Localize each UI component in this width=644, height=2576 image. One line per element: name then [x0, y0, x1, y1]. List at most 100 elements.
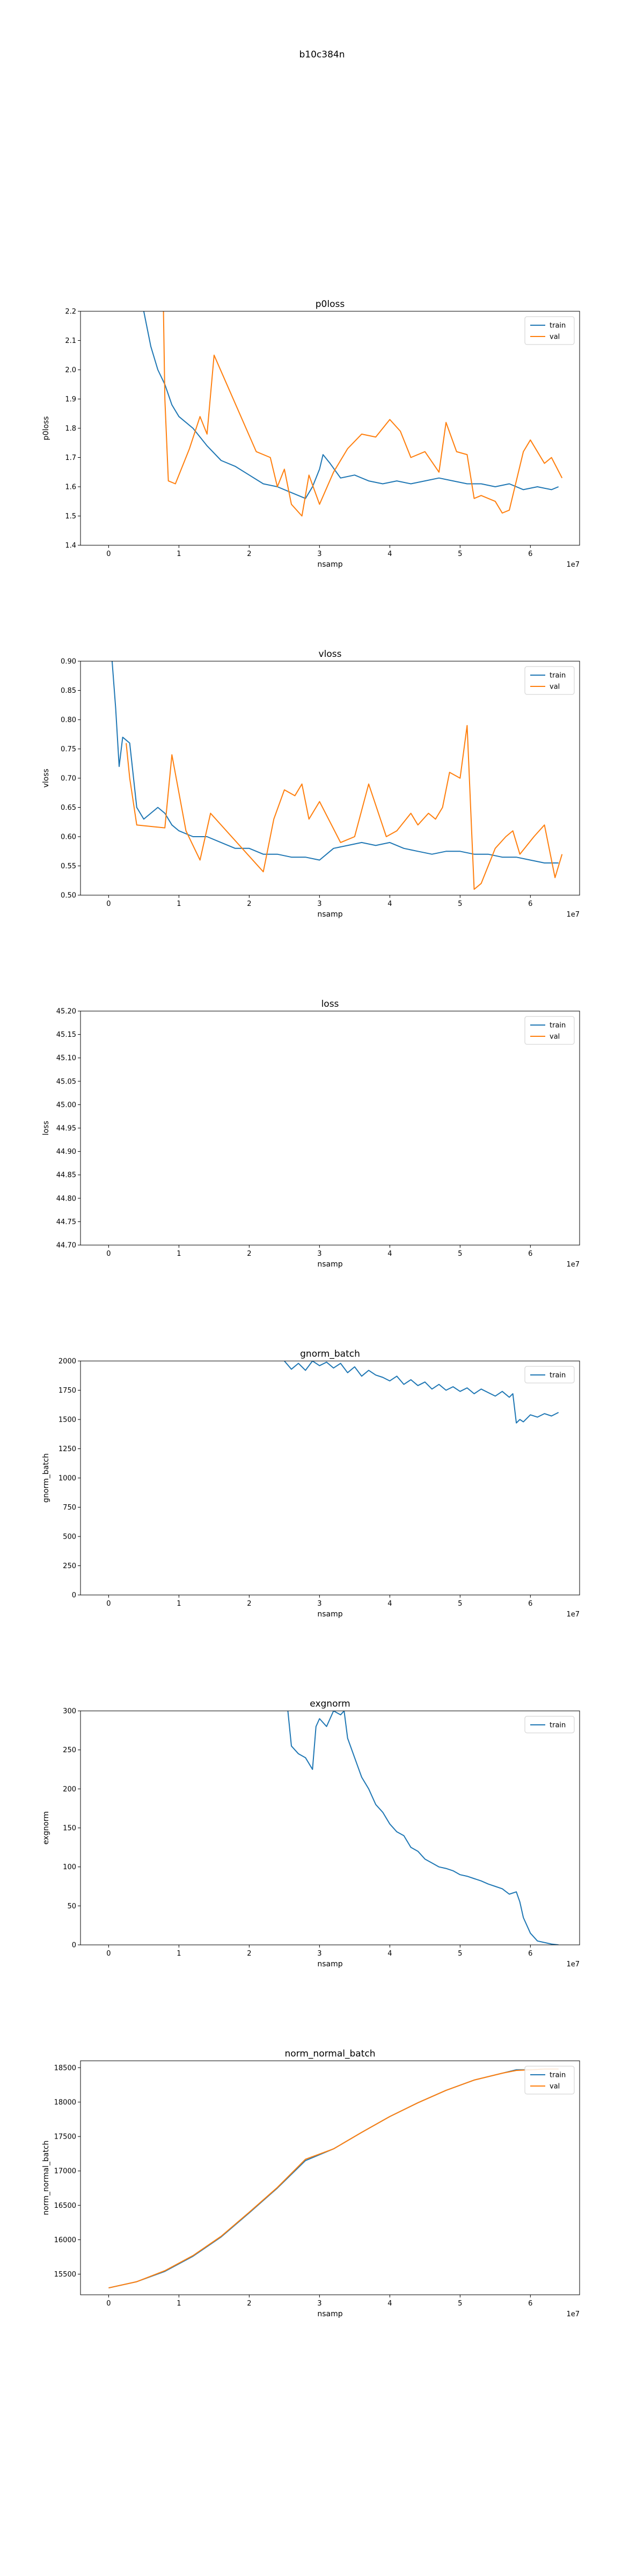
y-tick-label: 45.00 [56, 1101, 76, 1109]
x-tick-label: 5 [458, 2300, 462, 2308]
y-tick-label: 44.70 [56, 1242, 76, 1250]
x-tick-label: 4 [387, 1250, 392, 1258]
x-tick-label: 6 [528, 550, 532, 558]
y-tick-label: 44.75 [56, 1218, 76, 1226]
legend-box [524, 2066, 575, 2095]
series-line-train [108, 2068, 559, 2289]
x-tick-label: 6 [528, 900, 532, 908]
x-tick-label: 2 [247, 1250, 251, 1258]
x-tick-label: 4 [387, 900, 392, 908]
y-axis-label: gnorm_batch [42, 1453, 50, 1503]
plot-frame [80, 1011, 580, 1246]
x-tick-label: 1 [177, 1250, 181, 1258]
y-tick-label: 18000 [54, 2098, 76, 2106]
plot-frame [80, 2060, 580, 2295]
legend: train val [524, 2066, 575, 2095]
chart-title: gnorm_batch [300, 1349, 360, 1359]
legend: train [524, 1366, 575, 1384]
x-axis-offset-label: 1e7 [566, 911, 580, 919]
x-tick-label: 1 [177, 550, 181, 558]
y-tick-label: 1500 [58, 1416, 76, 1424]
y-tick-label: 15500 [54, 2271, 76, 2279]
x-tick-label: 1 [177, 1600, 181, 1608]
y-tick-label: 0 [72, 1592, 76, 1600]
chart-vloss: vloss 0 1 2 3 4 5 6 0.50 0.55 0.60 0.65 0.70 0.75 0.80… [42, 649, 580, 919]
chart-title: exgnorm [310, 1699, 350, 1709]
y-tick-label: 1.8 [65, 425, 76, 433]
legend-label-train: train [550, 2072, 566, 2080]
legend-label-train: train [550, 1372, 566, 1380]
y-tick-label: 50 [67, 1902, 76, 1911]
chart-title: norm_normal_batch [285, 2048, 376, 2059]
series-line-val [126, 724, 563, 890]
y-tick-label: 0.85 [61, 687, 76, 695]
x-tick-label: 1 [177, 2300, 181, 2308]
x-tick-label: 0 [106, 1950, 111, 1958]
x-axis-label: nsamp [317, 1260, 342, 1269]
x-tick-label: 2 [247, 1600, 251, 1608]
y-tick-label: 1750 [58, 1387, 76, 1395]
chart-title: p0loss [316, 299, 345, 310]
x-tick-label: 0 [106, 1250, 111, 1258]
x-tick-label: 1 [177, 900, 181, 908]
y-tick-label: 16500 [54, 2202, 76, 2210]
x-axis-offset-label: 1e7 [566, 2310, 580, 2318]
x-tick-label: 1 [177, 1950, 181, 1958]
chart-norm-normal-batch: norm_normal_batch 0 1 2 3 4 5 6 15500 16000 16500 1… [42, 2048, 580, 2318]
y-tick-label: 2000 [58, 1358, 76, 1366]
series-line-train [287, 1711, 559, 1945]
y-tick-label: 250 [63, 1746, 76, 1754]
y-tick-label: 250 [63, 1562, 76, 1570]
x-tick-label: 3 [317, 900, 321, 908]
y-tick-label: 17000 [54, 2168, 76, 2176]
y-tick-label: 100 [63, 1863, 76, 1871]
series-line-val [163, 311, 563, 517]
x-tick-label: 3 [317, 1250, 321, 1258]
y-tick-label: 16000 [54, 2236, 76, 2244]
legend-label-val: val [550, 1033, 560, 1041]
y-tick-label: 1.5 [65, 513, 76, 521]
y-tick-label: 45.05 [56, 1078, 76, 1086]
legend-label-val: val [550, 683, 560, 691]
x-tick-label: 5 [458, 1600, 462, 1608]
y-axis-label: norm_normal_batch [42, 2140, 50, 2215]
y-axis-label: exgnorm [42, 1811, 50, 1845]
y-tick-label: 1.6 [65, 484, 76, 492]
series-line-train [143, 311, 559, 499]
chart-loss: loss 0 1 2 3 4 5 6 44.70 44.75 44.80 44.85 44.90 44.9… [42, 999, 580, 1269]
legend-box [524, 1716, 575, 1733]
y-tick-label: 0.80 [61, 716, 76, 724]
y-tick-label: 44.95 [56, 1125, 76, 1133]
x-tick-label: 3 [317, 550, 321, 558]
x-axis-offset-label: 1e7 [566, 1261, 580, 1269]
series-line-val [108, 2068, 559, 2289]
y-tick-label: 500 [63, 1533, 76, 1541]
y-tick-label: 45.10 [56, 1055, 76, 1063]
x-tick-label: 5 [458, 900, 462, 908]
y-tick-label: 0.55 [61, 862, 76, 870]
y-tick-label: 0.60 [61, 833, 76, 841]
chart-title: loss [321, 999, 339, 1009]
legend: train [524, 1716, 575, 1733]
figure-title: b10c384n [299, 49, 345, 60]
legend: train val [524, 666, 575, 695]
x-tick-label: 5 [458, 550, 462, 558]
y-tick-label: 44.80 [56, 1195, 76, 1203]
y-tick-label: 0.75 [61, 745, 76, 753]
y-tick-label: 200 [63, 1785, 76, 1794]
y-tick-label: 300 [63, 1708, 76, 1716]
y-tick-label: 1000 [58, 1475, 76, 1483]
y-axis-label: p0loss [42, 416, 50, 441]
plot-frame [80, 311, 580, 546]
legend-box [524, 316, 575, 345]
legend-box [524, 666, 575, 695]
x-tick-label: 0 [106, 2300, 111, 2308]
legend-label-train: train [550, 1022, 566, 1030]
plot-frame [80, 661, 580, 896]
x-tick-label: 0 [106, 550, 111, 558]
y-tick-label: 0.70 [61, 775, 76, 783]
y-tick-label: 0.90 [61, 658, 76, 666]
plot-frame [80, 1710, 580, 1945]
x-tick-label: 4 [387, 550, 392, 558]
x-tick-label: 3 [317, 2300, 321, 2308]
